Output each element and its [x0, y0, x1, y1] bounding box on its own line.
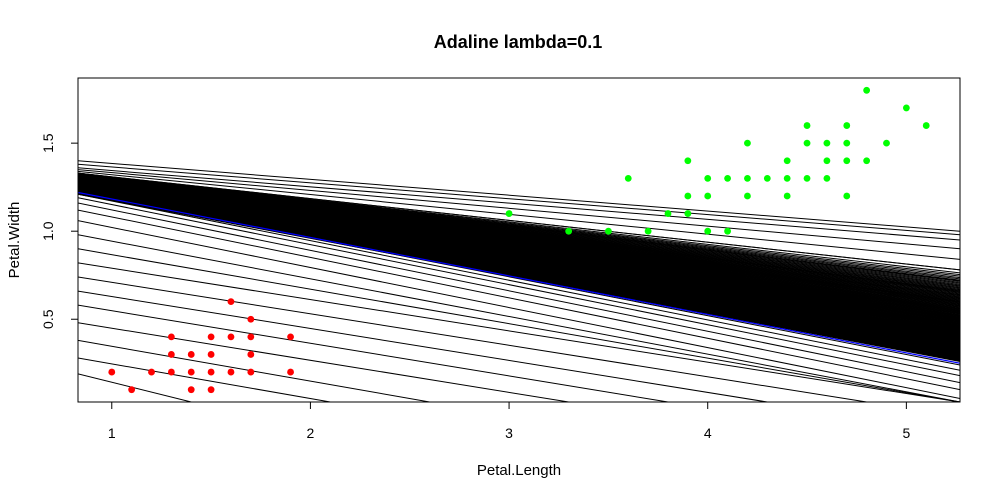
- iteration-line: [78, 290, 768, 402]
- setosa-point: [207, 368, 215, 376]
- setosa-point: [207, 386, 215, 394]
- y-tick-label: 0.5: [40, 309, 56, 329]
- versicolor-point: [863, 86, 871, 94]
- versicolor-point: [744, 139, 751, 147]
- setosa-point: [187, 368, 195, 376]
- setosa-point: [187, 351, 195, 358]
- iteration-line: [78, 169, 960, 250]
- versicolor-point: [684, 192, 692, 200]
- versicolor-point: [902, 104, 910, 112]
- iteration-line: [78, 163, 960, 236]
- iteration-line: [78, 209, 960, 391]
- setosa-point: [247, 315, 255, 323]
- iteration-line: [78, 172, 960, 271]
- setosa-point: [167, 351, 175, 358]
- versicolor-point: [823, 174, 831, 182]
- iteration-line: [78, 170, 960, 260]
- versicolor-point: [704, 192, 712, 200]
- setosa-point: [287, 368, 294, 376]
- iteration-line: [78, 248, 960, 402]
- versicolor-point: [843, 192, 851, 200]
- x-tick-label: 5: [902, 425, 910, 441]
- y-axis: 0.5 1.0 1.5: [40, 133, 78, 329]
- plot-frame: [77, 77, 961, 403]
- x-tick-label: 3: [505, 425, 513, 441]
- setosa-point: [247, 368, 255, 376]
- x-tick-label: 1: [108, 425, 116, 441]
- iteration-line: [78, 197, 960, 377]
- chart-title: Adaline lambda=0.1: [434, 32, 603, 52]
- versicolor-point: [922, 122, 930, 129]
- x-tick-label: 4: [704, 425, 712, 441]
- iteration-line: [78, 304, 669, 402]
- y-axis-label: Petal.Width: [6, 202, 23, 279]
- setosa-point: [108, 368, 116, 376]
- versicolor-point: [505, 210, 513, 217]
- setosa-point: [247, 333, 255, 341]
- versicolor-point: [783, 192, 791, 200]
- x-tick-label: 2: [307, 425, 315, 441]
- versicolor-point: [644, 227, 652, 235]
- versicolor-point: [823, 157, 831, 165]
- versicolor-point: [803, 139, 811, 147]
- versicolor-point: [604, 227, 612, 235]
- iteration-line: [78, 167, 960, 241]
- setosa-point: [128, 386, 136, 394]
- versicolor-point: [803, 122, 811, 129]
- versicolor-point: [783, 157, 791, 165]
- iteration-line: [78, 373, 192, 402]
- versicolor-point: [863, 157, 871, 165]
- versicolor-point: [843, 139, 851, 147]
- versicolor-point: [744, 192, 751, 200]
- versicolor-point: [684, 157, 692, 165]
- versicolor-point: [843, 157, 851, 165]
- setosa-point: [167, 368, 175, 376]
- final-decision-boundary: [78, 191, 960, 364]
- versicolor-point: [704, 227, 712, 235]
- versicolor-point: [565, 227, 573, 235]
- versicolor-point: [704, 174, 712, 182]
- setosa-point: [148, 368, 155, 376]
- versicolor-point: [843, 122, 851, 129]
- setosa-point: [227, 298, 235, 306]
- versicolor-point: [624, 174, 632, 182]
- versicolor-point: [803, 174, 811, 182]
- versicolor-point: [763, 174, 771, 182]
- iteration-line: [78, 234, 960, 402]
- iteration-line: [78, 160, 960, 232]
- versicolor-point: [664, 210, 672, 217]
- iteration-line: [78, 357, 331, 402]
- iteration-line: [78, 202, 960, 384]
- x-axis: 1 2 3 4 5: [108, 402, 910, 441]
- y-tick-label: 1.5: [40, 133, 56, 153]
- setosa-point: [287, 333, 294, 341]
- setosa-point: [227, 333, 235, 341]
- setosa-point: [187, 386, 195, 394]
- y-tick-label: 1.0: [40, 221, 56, 241]
- iteration-line: [78, 276, 867, 402]
- setosa-point: [167, 333, 175, 341]
- versicolor-point: [783, 174, 791, 182]
- setosa-point: [227, 368, 235, 376]
- versicolor-point: [883, 139, 890, 147]
- iteration-line: [78, 220, 960, 399]
- iteration-line: [78, 193, 960, 371]
- setosa-point: [207, 351, 215, 358]
- versicolor-point: [724, 174, 731, 182]
- iteration-line: [78, 262, 960, 402]
- iteration-line: [78, 322, 569, 402]
- setosa-point: [207, 333, 215, 341]
- x-axis-label: Petal.Length: [477, 462, 561, 479]
- versicolor-point: [744, 174, 751, 182]
- versicolor-point: [684, 210, 692, 217]
- setosa-point: [247, 351, 255, 358]
- versicolor-point: [823, 139, 831, 147]
- versicolor-point: [724, 227, 731, 235]
